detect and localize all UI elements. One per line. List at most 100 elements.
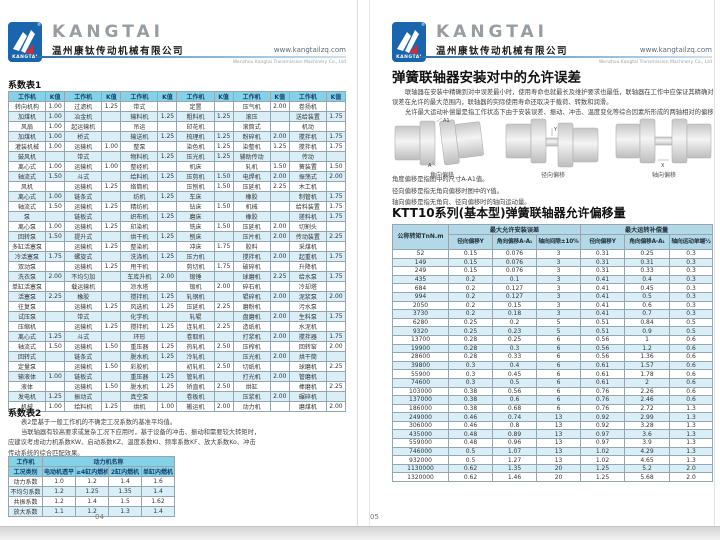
table-cell: 机械 [7, 401, 47, 412]
table-cell: 1.46 [492, 472, 537, 483]
table-cell: 1.25 [101, 101, 122, 112]
kangtai-logo-icon: ® KANGTAI [392, 22, 426, 62]
paragraph-line: 表2是基于一般工作机的不确定工况系数的基准平均值。 [21, 419, 177, 426]
dimension-label: X [661, 163, 665, 168]
table-cell: 锻机 [176, 281, 215, 292]
table-cell [101, 211, 122, 222]
column-header: K值 [213, 91, 234, 102]
table-cell: 压延机 [176, 301, 215, 312]
table-cell: 1.25 [213, 111, 234, 122]
table-cell: 2.25 [269, 271, 290, 282]
table-cell [101, 271, 122, 282]
table-cell: 橡胶 [232, 191, 271, 202]
table-cell: 热轧机 [176, 341, 215, 352]
table-cell: 1.25 [213, 151, 234, 162]
table-row: 13700 0.28 0.25 6 0.56 1 0.6 [392, 334, 714, 345]
table-cell: 轴流式 [7, 201, 47, 212]
table-cell: 4.65 [624, 455, 671, 465]
table-cell: 运输机 [64, 361, 103, 372]
table-cell: 链板式 [64, 211, 103, 222]
table-cell: 3 [535, 257, 582, 268]
table-cell: 1.75 [325, 191, 347, 202]
table-cell: 压光机 [176, 151, 215, 162]
paragraph-line: 当联轴器有较高要求或复杂工况下应用时，基于设备的冲击、振动和需要较大转矩时， [21, 429, 261, 437]
table-cell: 0.25 [492, 334, 537, 345]
table-row: 冷活塞泵 1.75 螺旋式 洗涤机 1.25 压力机 搅拌机 2.00 起重机 1.75 [7, 251, 347, 262]
table-cell: 整染机 [120, 241, 159, 252]
table-cell: 1.25 [213, 131, 234, 142]
table-cell: 0.2 [448, 291, 493, 302]
table-cell: 真空泵 [120, 391, 159, 402]
table-cell: 1.3 [669, 438, 714, 448]
coefficient-table-1: 工作机 K值 工作机 K值 工作机 K值 工作机 K值 工作机 K值 工作机 K… [7, 91, 347, 412]
table-cell: 灌装机械 [7, 141, 47, 152]
table-cell: 整泵 [120, 141, 159, 152]
table-cell [269, 301, 290, 312]
table-cell: 滚压 [232, 111, 271, 122]
table-cell: 1.00 [101, 141, 122, 152]
table-cell: 0.3 [669, 257, 714, 268]
column-header: K值 [45, 91, 66, 102]
table-cell: 吊运 [120, 121, 159, 132]
table-cell: 1.50 [213, 201, 234, 212]
table-cell [157, 311, 178, 322]
table-cell: 1.75 [325, 211, 347, 222]
table-cell: 2.46 [624, 395, 671, 405]
table-cell: 1.50 [213, 171, 234, 182]
table-cell: 0.28 [448, 343, 493, 354]
table-cell: 0.076 [492, 266, 537, 276]
table-cell: 2.25 [325, 381, 347, 392]
table-cell [325, 181, 347, 192]
table-cell [213, 251, 234, 262]
table-cell: 卷板机 [176, 391, 215, 402]
table-cell: 0.38 [448, 386, 493, 397]
table-row: 39800 0.3 0.4 6 0.61 1.57 0.6 [392, 360, 714, 371]
paragraph-line: 误差在允许的最大范围内，联轴器的实际使用寿命还取决于载荷、转数和润滑。 [392, 99, 613, 107]
table-cell: 辅助传动 [232, 151, 271, 162]
table-cell: 带式 [64, 151, 103, 162]
table-cell: 整经机 [120, 161, 159, 172]
table-cell: 0.28 [448, 334, 493, 345]
table-cell: 1.3 [669, 412, 714, 422]
diagram-radial-offset: Y 径向偏移 [503, 116, 603, 179]
table-cell: 1.3 [669, 420, 714, 431]
table-cell: 6 [535, 369, 582, 379]
table-cell [325, 301, 347, 312]
table-cell: 往复泵 [7, 301, 47, 312]
table-cell: 1.25 [157, 151, 178, 162]
header-divider [36, 56, 346, 58]
table-cell: 39800 [392, 360, 449, 371]
table-cell: 打光机 [232, 371, 271, 382]
table-row: 转向机构 1.00 过滤机 1.25 带式 定置 压气机 2.00 卷扬机 [7, 101, 347, 112]
table-cell: 0.84 [624, 317, 671, 328]
table-cell [45, 281, 66, 292]
table-cell: 186000 [392, 403, 449, 414]
table-row: 149 0.15 0.076 3 0.31 0.31 0.3 [392, 257, 714, 268]
table-cell: 0.2 [448, 274, 493, 285]
table-cell: 冷轧机 [176, 351, 215, 362]
page-number-left: 04 [95, 513, 104, 521]
column-header: 2缸内燃机 [108, 466, 142, 477]
table-cell: 螺旋式 [64, 251, 103, 262]
table-row: 137000 0.38 0.6 6 0.76 2.46 0.6 [392, 395, 714, 405]
table-cell: 生料泵 [288, 311, 327, 322]
table-cell: 3 [535, 283, 582, 293]
table-cell: 3 [535, 249, 582, 259]
table-cell: 1.3 [108, 506, 142, 517]
table-cell [213, 371, 234, 382]
table-row: 双动泵 运输机 1.25 甩干机 剪切机 1.75 破碎机 升降机 [7, 261, 347, 272]
table-cell: 磨床 [176, 211, 215, 222]
table-cell: 0.15 [448, 257, 493, 268]
table-cell: 0.92 [580, 412, 626, 422]
table-cell: 0.51 [580, 326, 626, 336]
table-cell: 轴流式 [7, 341, 47, 352]
table-cell: 1.36 [624, 352, 671, 362]
table-cell: 钻床 [176, 201, 215, 212]
table-row: 932000 0.5 1.27 13 1.02 4.65 1.3 [392, 455, 714, 465]
table-cell: 多缸活塞泵 [7, 241, 47, 252]
table1-header-row: 工作机 K值 工作机 K值 工作机 K值 工作机 K值 工作机 K值 工作机 K… [7, 91, 347, 102]
table-cell: 1.07 [492, 446, 537, 457]
table-row: 轴流式 1.50 运输机 1.25 精纺机 钻床 1.50 机械 给料装置 1.75 [7, 201, 347, 212]
table-cell: 烘机 [120, 401, 159, 412]
table-cell: 746000 [392, 446, 449, 457]
